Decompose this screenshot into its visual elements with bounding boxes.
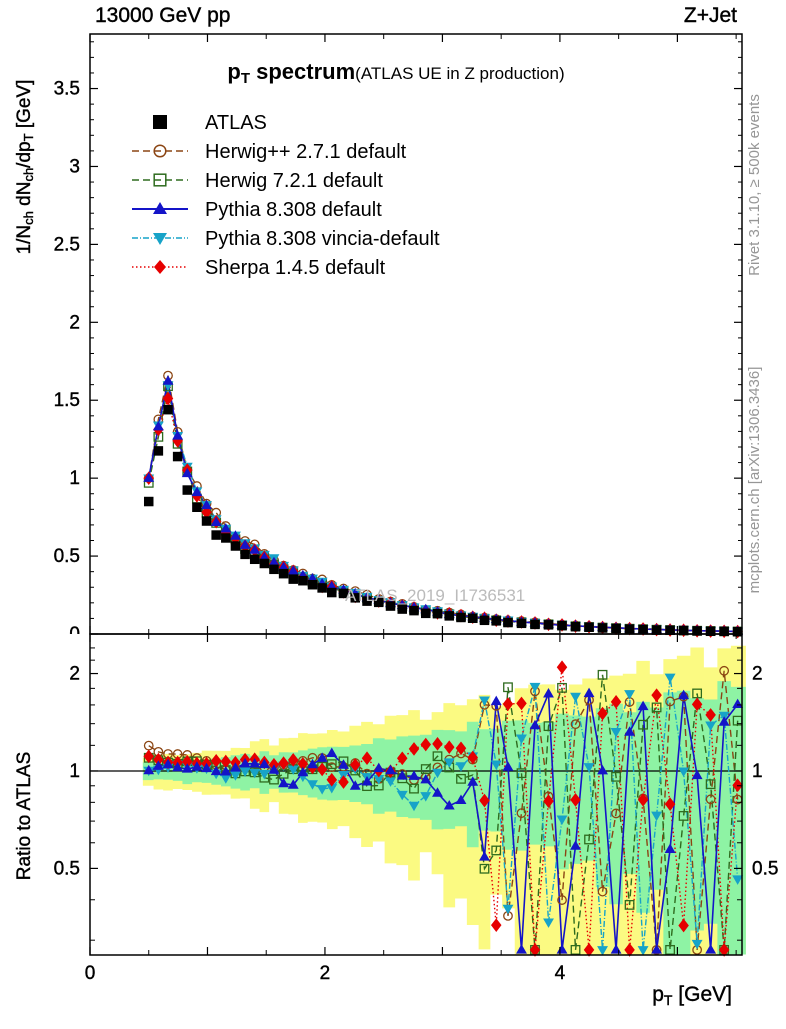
svg-text:1.5: 1.5 bbox=[54, 390, 80, 411]
svg-text:Herwig 7.2.1 default: Herwig 7.2.1 default bbox=[205, 170, 383, 192]
svg-text:3: 3 bbox=[69, 156, 80, 177]
svg-text:2: 2 bbox=[69, 664, 80, 685]
svg-text:Rivet 3.1.10, ≥ 500k events: Rivet 3.1.10, ≥ 500k events bbox=[746, 94, 763, 276]
svg-text:mcplots.cern.ch [arXiv:1306.34: mcplots.cern.ch [arXiv:1306.3436] bbox=[746, 367, 763, 594]
svg-text:2.5: 2.5 bbox=[54, 234, 80, 255]
svg-text:0.5: 0.5 bbox=[54, 546, 80, 567]
svg-text:1: 1 bbox=[69, 761, 80, 782]
svg-text:4: 4 bbox=[555, 963, 566, 984]
svg-text:3.5: 3.5 bbox=[54, 79, 80, 100]
svg-text:0.5: 0.5 bbox=[752, 858, 778, 879]
svg-text:0: 0 bbox=[85, 963, 96, 984]
svg-text:Pythia 8.308 vincia-default: Pythia 8.308 vincia-default bbox=[205, 228, 440, 250]
svg-text:Ratio to ATLAS: Ratio to ATLAS bbox=[14, 752, 35, 881]
svg-text:Z+Jet: Z+Jet bbox=[684, 4, 737, 27]
svg-text:pT spectrum(ATLAS UE in Z prod: pT spectrum(ATLAS UE in Z production) bbox=[227, 59, 564, 87]
svg-text:ATLAS_2019_I1736531: ATLAS_2019_I1736531 bbox=[345, 586, 525, 605]
svg-text:Herwig++ 2.7.1 default: Herwig++ 2.7.1 default bbox=[205, 141, 407, 163]
svg-text:ATLAS: ATLAS bbox=[205, 112, 267, 134]
svg-text:1/Nch dNch/dpT [GeV]: 1/Nch dNch/dpT [GeV] bbox=[14, 80, 36, 255]
svg-text:2: 2 bbox=[752, 664, 763, 685]
svg-text:13000 GeV pp: 13000 GeV pp bbox=[95, 4, 230, 27]
svg-text:Sherpa 1.4.5 default: Sherpa 1.4.5 default bbox=[205, 257, 386, 279]
svg-text:2: 2 bbox=[320, 963, 331, 984]
svg-text:0.5: 0.5 bbox=[54, 858, 80, 879]
svg-text:Pythia 8.308 default: Pythia 8.308 default bbox=[205, 199, 382, 221]
svg-text:2: 2 bbox=[69, 312, 80, 333]
svg-text:1: 1 bbox=[69, 468, 80, 489]
svg-text:1: 1 bbox=[752, 761, 763, 782]
